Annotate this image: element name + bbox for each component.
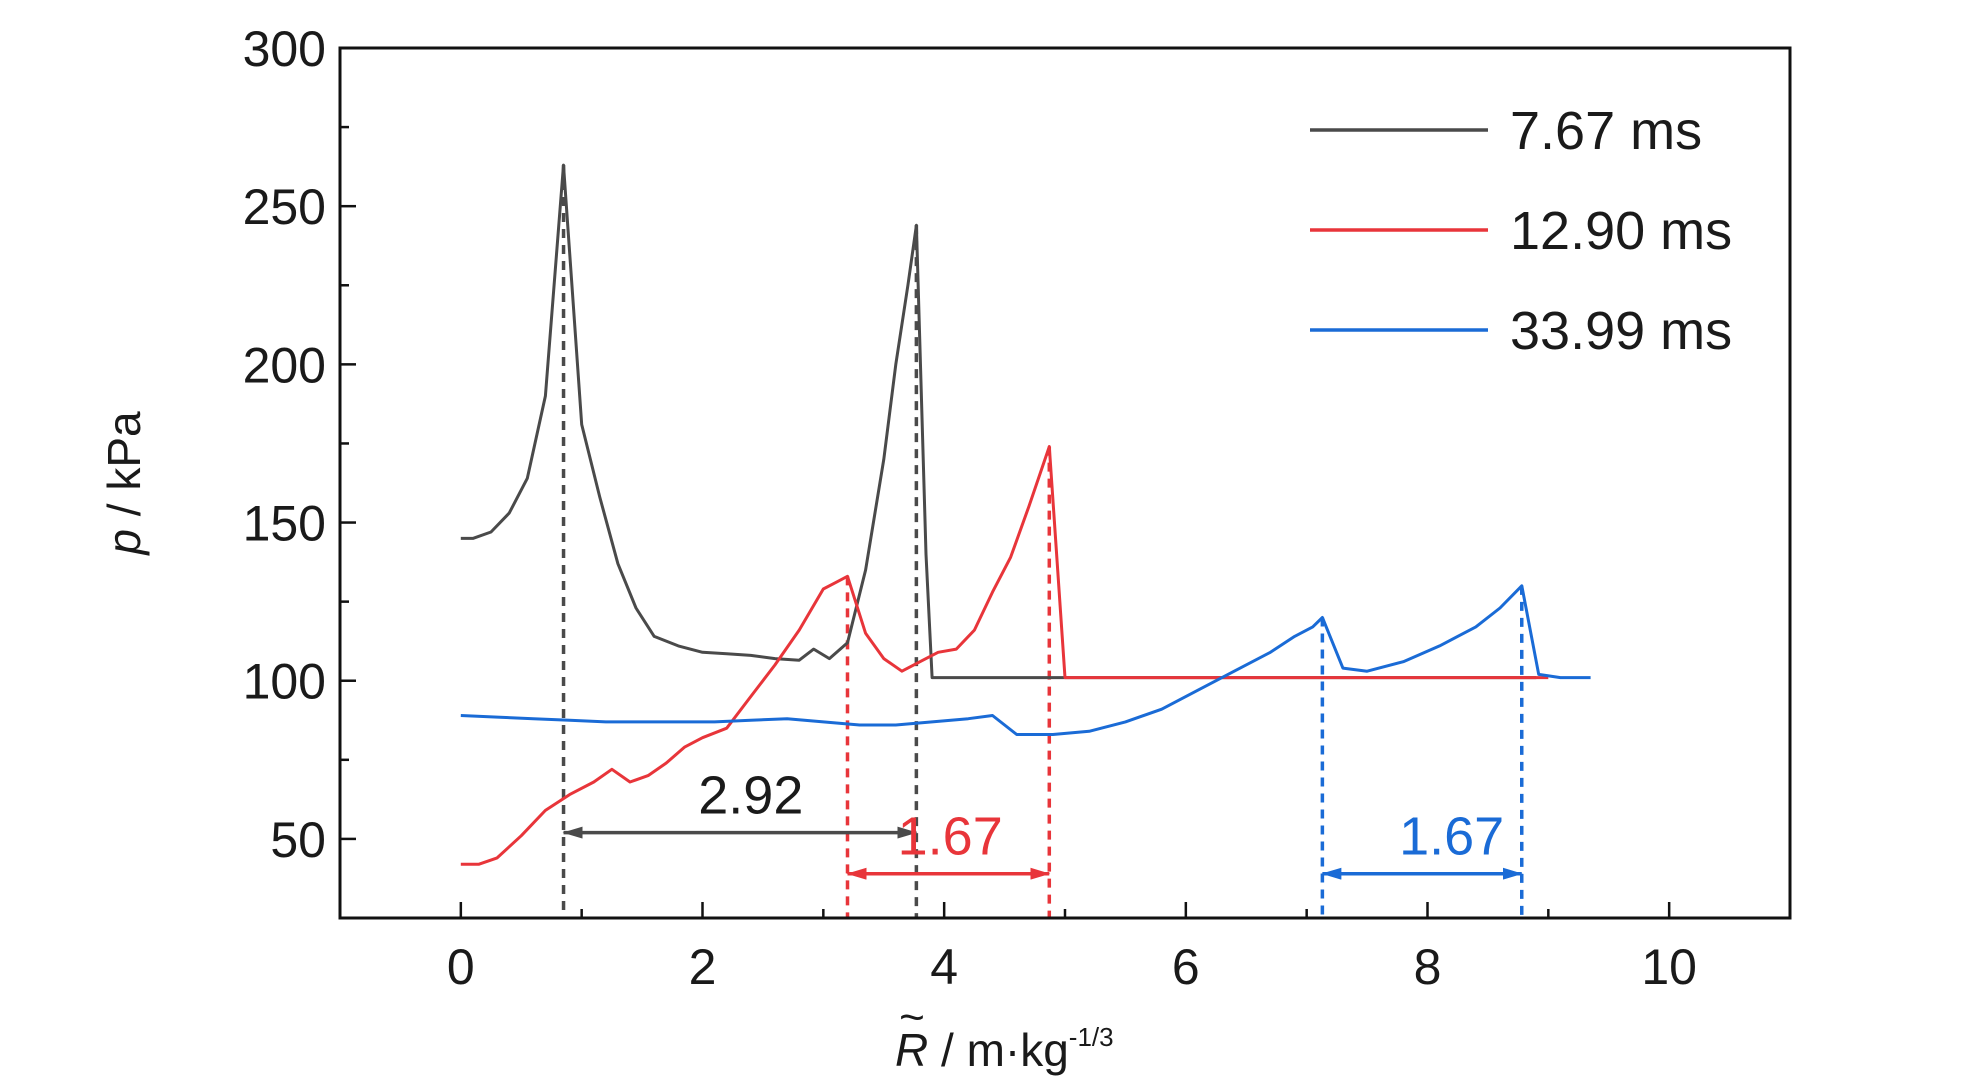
annotation-label: 1.67	[1399, 807, 1504, 867]
y-axis-label-unit: / kPa	[98, 411, 150, 529]
x-tick-label: 10	[1641, 939, 1697, 995]
y-axis-label-symbol: p	[98, 529, 150, 557]
y-axis-label: p / kPa	[98, 411, 150, 557]
series-line	[460, 584, 1591, 736]
x-tick-label: 0	[447, 939, 475, 995]
annotation-layer: 2.92 1.67 1.67	[562, 766, 1523, 880]
x-axis-label-unit: / m·kg	[928, 1024, 1069, 1076]
y-tick-label: 300	[243, 21, 326, 77]
x-tick-label: 4	[930, 939, 958, 995]
x-tick-label: 6	[1172, 939, 1200, 995]
annotation-label: 2.92	[698, 766, 803, 826]
legend: 7.67 ms 12.90 ms 33.99 ms	[1290, 80, 1770, 380]
x-tick-label: 2	[689, 939, 717, 995]
x-axis-label: ~ R / m·kg-1/3	[895, 993, 1114, 1076]
legend-label: 33.99 ms	[1510, 301, 1732, 361]
legend-label: 12.90 ms	[1510, 201, 1732, 261]
legend-label: 7.67 ms	[1510, 101, 1702, 161]
series-layer	[460, 163, 1591, 866]
x-tick-label: 8	[1414, 939, 1442, 995]
y-tick-label: 100	[243, 654, 326, 710]
y-tick-label: 250	[243, 179, 326, 235]
x-axis-ticks: 0 2 4 6 8 10	[338, 902, 1792, 995]
annotation-label: 1.67	[898, 807, 1003, 867]
x-axis-label-text: R / m·kg-1/3	[895, 1022, 1114, 1076]
vertical-markers	[561, 165, 1524, 918]
y-tick-label: 200	[243, 337, 326, 393]
series-line	[460, 445, 1549, 866]
x-axis-label-superscript: -1/3	[1069, 1022, 1114, 1052]
y-tick-label: 50	[270, 812, 326, 868]
x-axis-label-tilde: ~	[899, 993, 925, 1042]
y-axis-ticks: 50 100 150 200 250 300	[243, 21, 356, 920]
y-tick-label: 150	[243, 496, 326, 552]
series-line	[460, 163, 1537, 680]
x-axis-label-symbol: R	[895, 1024, 928, 1076]
